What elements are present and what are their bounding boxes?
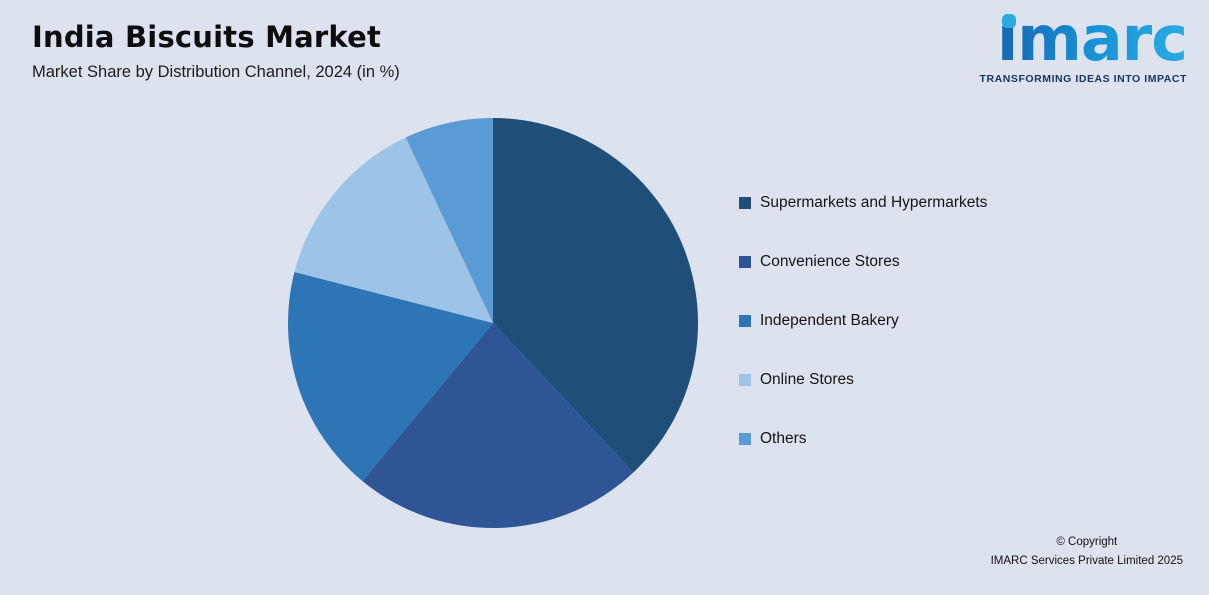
- legend-swatch: [739, 433, 751, 445]
- imarc-logo-tagline: TRANSFORMING IDEAS INTO IMPACT: [979, 73, 1187, 85]
- page-title: India Biscuits Market: [32, 20, 382, 54]
- copyright: © Copyright IMARC Services Private Limit…: [991, 533, 1183, 571]
- legend-swatch: [739, 256, 751, 268]
- legend-item: Online Stores: [739, 371, 987, 389]
- imarc-logo-wordmark: ımarc: [997, 8, 1188, 70]
- page-subtitle: Market Share by Distribution Channel, 20…: [32, 63, 400, 81]
- legend-swatch: [739, 315, 751, 327]
- legend-swatch: [739, 197, 751, 209]
- pie-chart-svg: [287, 118, 698, 529]
- legend-item: Convenience Stores: [739, 253, 987, 271]
- legend-item-label: Online Stores: [760, 371, 854, 388]
- pie-slice-0: [493, 118, 698, 473]
- legend-item-label: Independent Bakery: [760, 312, 899, 329]
- chart-legend: Supermarkets and Hypermarkets Convenience…: [739, 194, 987, 489]
- legend-item: Independent Bakery: [739, 312, 987, 330]
- copyright-line1: © Copyright: [1056, 536, 1118, 549]
- legend-item: Supermarkets and Hypermarkets: [739, 194, 987, 212]
- pie-slice-2: [287, 272, 493, 481]
- legend-swatch: [739, 374, 751, 386]
- pie-slice-1: [362, 323, 634, 529]
- legend-item-label: Convenience Stores: [760, 253, 900, 270]
- pie-slice-3: [294, 137, 493, 323]
- imarc-logo-text: ımarc: [996, 2, 1188, 75]
- legend-item-label: Supermarkets and Hypermarkets: [760, 194, 988, 211]
- copyright-line2: IMARC Services Private Limited 2025: [990, 555, 1183, 568]
- imarc-logo: ımarc TRANSFORMING IDEAS INTO IMPACT: [979, 8, 1188, 86]
- legend-item-label: Others: [760, 430, 807, 447]
- legend-item: Others: [739, 430, 987, 448]
- imarc-logo-dot-icon: [1001, 14, 1016, 28]
- pie-chart: [287, 117, 699, 529]
- pie-slice-4: [405, 118, 493, 323]
